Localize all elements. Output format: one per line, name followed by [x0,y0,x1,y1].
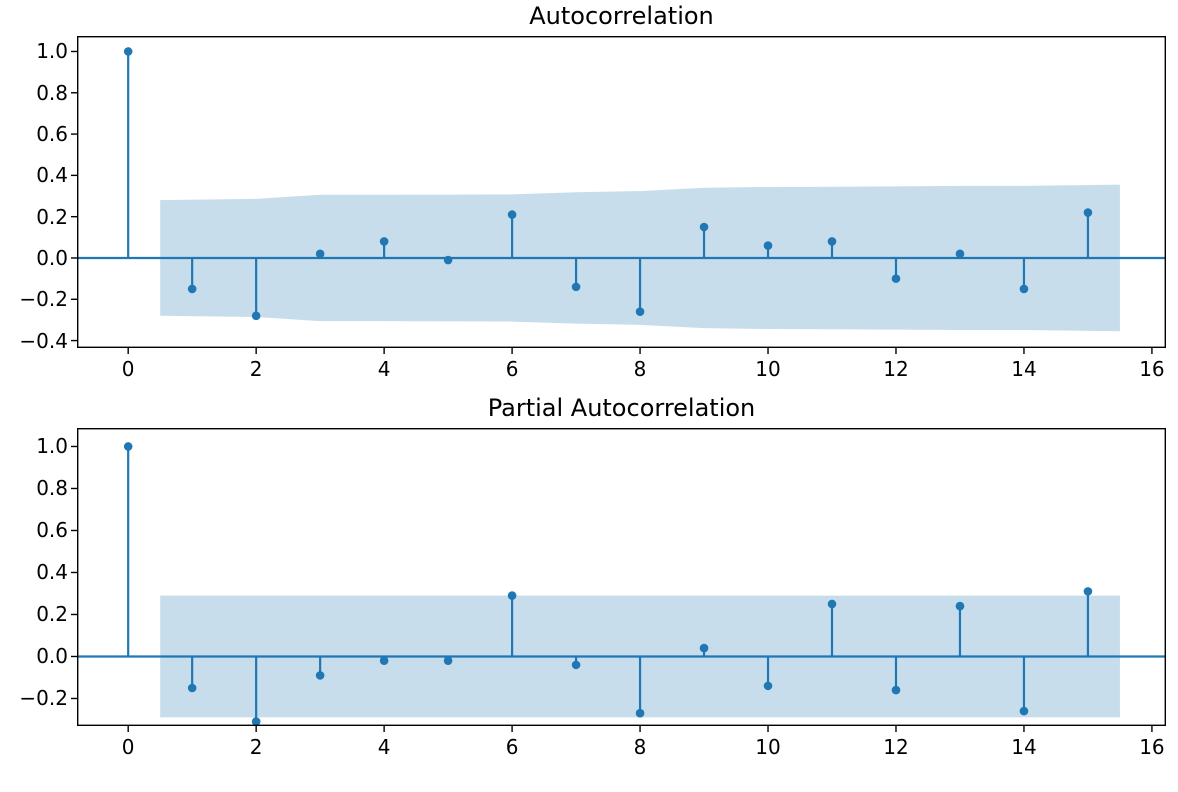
stem-marker [1019,706,1029,716]
y-tick-label: 0.6 [36,518,68,543]
x-tick-label: 6 [505,357,519,381]
stem-marker [315,249,325,259]
stem-marker [635,708,645,718]
x-tick-label: 4 [377,357,391,381]
x-tick-label: 12 [883,735,909,759]
y-tick-label: 0.0 [36,245,68,270]
stem-marker [571,660,581,670]
stem-marker [507,210,517,219]
stem-marker [1083,208,1093,217]
pacf-plot-canvas [71,427,1166,732]
x-tick-label: 10 [755,735,781,759]
stem-marker [763,681,773,691]
stem-marker [443,255,453,265]
y-tick-label: −0.2 [19,686,68,711]
stem-marker [635,307,645,316]
stem-marker [891,274,901,283]
y-tick-label: 0.6 [36,122,68,147]
stem-marker [251,717,261,726]
acf-plot-title: Autocorrelation [529,2,714,30]
x-tick-label: 14 [1011,357,1037,381]
stem-marker [827,599,837,609]
y-tick-label: 1.0 [36,434,68,459]
stem-marker [315,671,325,680]
y-tick-label: 0.4 [36,163,68,188]
stem-marker [123,47,133,56]
plot-spines [76,427,1166,727]
y-tick-label: −0.2 [19,287,68,312]
stem-marker [379,656,389,665]
stem-marker [955,601,965,611]
stem-marker [187,683,197,693]
stem-marker [507,591,517,600]
y-tick-label: 0.4 [36,560,68,585]
stem-marker [251,311,261,321]
plot-spines [76,35,1166,349]
stem-marker [1019,284,1029,294]
x-tick-label: 14 [1011,735,1037,759]
acf-plot-canvas [71,35,1166,354]
stem-marker [379,237,389,246]
stem-marker [891,685,901,695]
x-tick-label: 4 [377,735,391,759]
x-tick-label: 2 [249,735,263,759]
x-tick-label: 12 [883,357,909,381]
x-tick-label: 8 [633,735,647,759]
stem-marker [187,284,197,294]
x-tick-label: 16 [1139,735,1165,759]
y-tick-label: 0.2 [36,602,68,627]
y-tick-label: 0.8 [36,476,68,501]
y-tick-label: 0.8 [36,80,68,105]
y-tick-label: 0.0 [36,644,68,669]
stem-marker [955,249,965,259]
y-tick-label: −0.4 [19,328,68,353]
y-tick-label: 1.0 [36,39,68,64]
x-tick-label: 2 [249,357,263,381]
x-tick-label: 6 [505,735,519,759]
stem-marker [827,237,837,246]
x-tick-label: 8 [633,357,647,381]
pacf-plot-title: Partial Autocorrelation [487,394,756,422]
stem-marker [443,656,453,665]
stem-marker [1083,587,1093,596]
x-tick-label: 16 [1139,357,1165,381]
y-tick-label: 0.2 [36,204,68,229]
stem-marker [763,241,773,250]
stem-marker [123,442,133,451]
stem-marker [699,643,709,653]
x-tick-label: 10 [755,357,781,381]
stem-marker [699,222,709,232]
stem-marker [571,282,581,292]
x-tick-label: 0 [121,357,135,381]
x-tick-label: 0 [121,735,135,759]
